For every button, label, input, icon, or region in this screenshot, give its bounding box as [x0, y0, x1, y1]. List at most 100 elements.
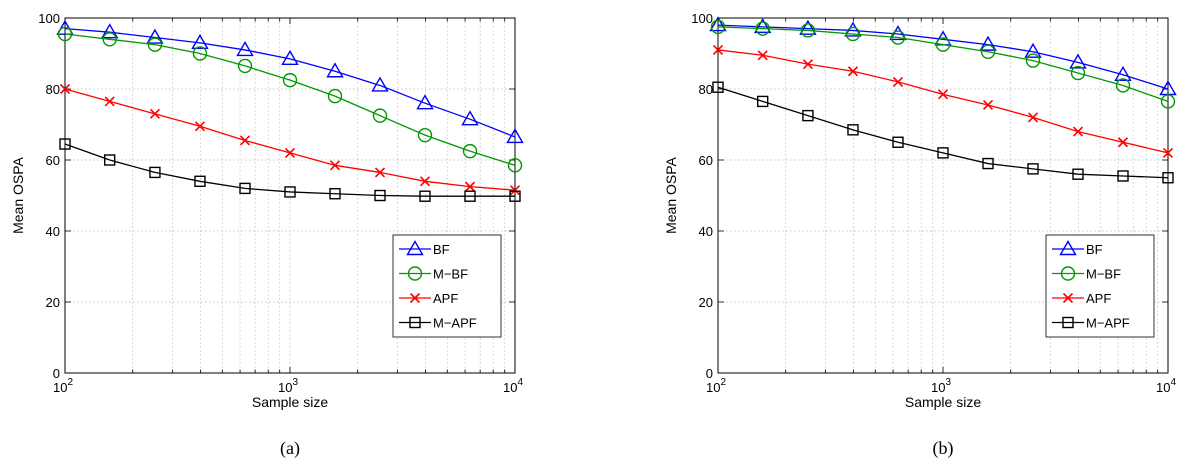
data-point — [59, 83, 71, 95]
y-tick-label: 60 — [46, 153, 60, 168]
data-point — [712, 44, 724, 56]
data-point — [845, 26, 861, 42]
legend-label: M−BF — [1086, 267, 1121, 282]
x-tick-label: 102 — [53, 377, 73, 395]
data-point — [462, 143, 478, 159]
series-3 — [59, 83, 521, 196]
data-point — [146, 28, 164, 44]
legend-box — [1045, 234, 1155, 338]
data-point — [507, 158, 523, 173]
data-point — [149, 108, 160, 119]
data-point — [509, 185, 521, 196]
legend-item: BF — [399, 240, 450, 257]
data-point — [419, 190, 431, 202]
data-point — [1115, 78, 1131, 93]
legend-marker — [1059, 240, 1077, 256]
legend-label: BF — [433, 242, 450, 257]
series-line — [64, 143, 515, 197]
data-point — [327, 88, 343, 104]
legend-item: M−APF — [1052, 316, 1130, 331]
x-tick-label: 104 — [503, 377, 523, 395]
data-point — [1027, 112, 1039, 123]
legend-item: BF — [1052, 240, 1103, 257]
data-point — [982, 157, 994, 170]
data-point — [236, 41, 254, 57]
data-point — [237, 58, 253, 74]
data-point — [980, 44, 996, 59]
data-point — [239, 135, 251, 146]
data-point — [1069, 53, 1087, 69]
series-4 — [59, 138, 521, 202]
legend-marker — [409, 316, 421, 329]
data-point — [1070, 65, 1086, 81]
data-point — [104, 96, 115, 107]
series-4 — [712, 81, 1174, 184]
data-point — [1117, 170, 1129, 182]
series-line — [64, 28, 516, 138]
data-point — [374, 189, 386, 202]
legend-marker — [407, 266, 423, 281]
data-point — [802, 109, 814, 122]
data-point — [374, 167, 386, 178]
legend-marker — [1062, 316, 1074, 329]
data-point — [982, 99, 994, 111]
data-point — [757, 50, 768, 61]
data-point — [100, 23, 119, 39]
y-tick-label: 40 — [699, 224, 713, 239]
legend: BF M−BF APF M−APF — [392, 234, 502, 338]
legend-item: M−BF — [399, 266, 468, 282]
series-line — [717, 24, 1169, 90]
legend-marker — [409, 292, 421, 304]
chart-panel-2: 0 20 40 60 80 100 102 103 104 Sample size Mean OSP… — [663, 11, 1177, 459]
data-point — [1025, 53, 1041, 68]
data-point — [147, 37, 163, 52]
data-point — [1024, 42, 1042, 58]
data-point — [709, 16, 727, 32]
data-point — [191, 33, 209, 50]
data-point — [57, 26, 73, 42]
y-tick-label: 100 — [38, 11, 60, 26]
legend-label: M−APF — [433, 316, 477, 331]
series-1 — [56, 19, 524, 144]
data-point — [847, 124, 859, 136]
y-tick-label: 100 — [691, 11, 713, 26]
y-tick-label: 0 — [706, 366, 713, 381]
legend-box — [392, 234, 502, 338]
data-point — [461, 110, 479, 126]
data-point — [1114, 65, 1132, 82]
data-point — [753, 17, 772, 34]
data-point — [1027, 163, 1039, 175]
data-point — [416, 94, 434, 110]
data-point — [710, 19, 726, 35]
data-point — [1072, 168, 1084, 180]
data-point — [372, 108, 388, 123]
legend-item: M−BF — [1052, 266, 1121, 282]
data-point — [149, 166, 161, 179]
x-axis-label: Sample size — [905, 394, 981, 410]
data-point — [284, 147, 296, 158]
data-point — [1162, 147, 1174, 158]
x-tick-label: 102 — [706, 377, 726, 395]
y-tick-label: 80 — [46, 82, 60, 97]
legend-label: M−BF — [433, 267, 468, 282]
x-tick-label: 103 — [278, 377, 298, 395]
series-2 — [57, 26, 523, 173]
series-line — [64, 33, 516, 166]
data-point — [1072, 126, 1084, 137]
series-line — [717, 49, 1169, 154]
y-tick-label: 20 — [46, 295, 60, 310]
data-point — [103, 154, 116, 166]
legend-label: APF — [433, 291, 458, 306]
data-point — [464, 181, 476, 192]
data-point — [1160, 94, 1176, 109]
data-point — [329, 188, 341, 200]
data-point — [417, 127, 433, 143]
y-tick-label: 40 — [46, 224, 60, 239]
data-point — [799, 19, 817, 35]
data-point — [937, 89, 949, 100]
data-point — [802, 59, 813, 70]
series-2 — [710, 19, 1176, 109]
legend-label: APF — [1086, 291, 1111, 306]
y-axis-label: Mean OSPA — [663, 156, 679, 233]
